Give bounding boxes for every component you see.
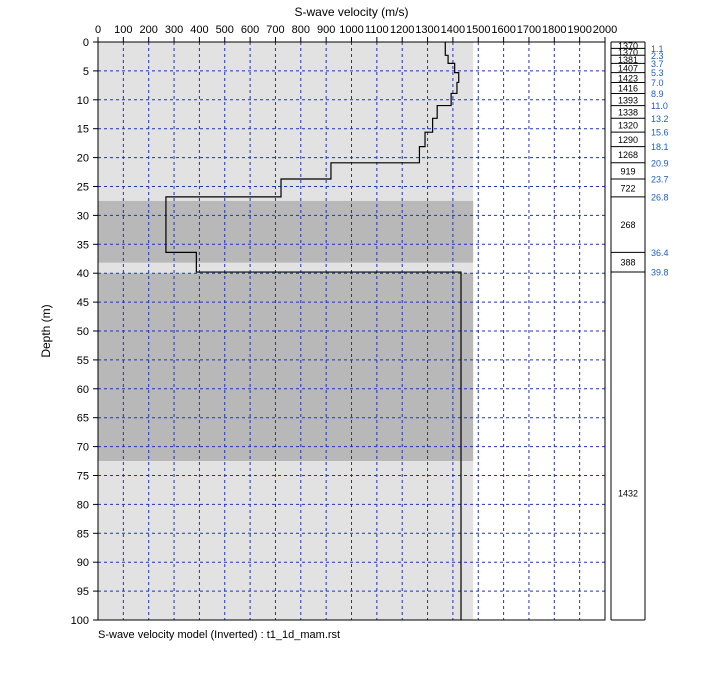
x-tick-label: 1800	[542, 24, 566, 36]
y-tick-label: 60	[77, 384, 89, 396]
x-tick-label: 1300	[415, 24, 439, 36]
y-tick-label: 95	[77, 586, 89, 598]
depth-annot: 8.9	[651, 89, 664, 99]
x-tick-label: 900	[317, 24, 335, 36]
velocity-annot: 1432	[618, 488, 638, 498]
x-tick-label: 300	[165, 24, 183, 36]
right-annotation-column: 1370137013811407142314161393133813201290…	[611, 41, 669, 620]
y-tick-label: 25	[77, 182, 89, 194]
y-tick-label: 45	[77, 297, 89, 309]
y-tick-label: 90	[77, 557, 89, 569]
y-tick-label: 75	[77, 471, 89, 483]
caption: S-wave velocity model (Inverted) : t1_1d…	[98, 629, 340, 641]
x-tick-label: 800	[292, 24, 310, 36]
y-tick-label: 100	[71, 615, 89, 627]
velocity-annot: 388	[620, 258, 635, 268]
x-tick-label: 1500	[466, 24, 490, 36]
y-tick-label: 55	[77, 355, 89, 367]
y-tick-label: 10	[77, 95, 89, 107]
x-tick-label: 200	[140, 24, 158, 36]
velocity-annot: 1320	[618, 121, 638, 131]
y-tick-label: 35	[77, 239, 89, 251]
x-tick-label: 2000	[593, 24, 617, 36]
depth-annot: 23.7	[651, 174, 669, 184]
depth-annot: 39.8	[651, 268, 669, 278]
depth-annot: 7.0	[651, 78, 664, 88]
y-tick-label: 80	[77, 499, 89, 511]
y-tick-label: 40	[77, 268, 89, 280]
y-axis-title: Depth (m)	[39, 304, 53, 357]
y-tick-label: 70	[77, 442, 89, 454]
depth-annot: 11.0	[651, 101, 668, 111]
x-tick-label: 0	[95, 24, 101, 36]
depth-annot: 18.1	[651, 142, 669, 152]
x-tick-label: 1100	[365, 24, 389, 36]
velocity-annot: 919	[620, 166, 635, 176]
x-tick-label: 1700	[517, 24, 541, 36]
y-ticks: 0 5 10 15 20 25 30 35 40 45 50 55 60 65 70 75 80 85 90 95 10…	[71, 37, 98, 627]
x-tick-label: 1600	[491, 24, 515, 36]
x-tick-label: 600	[241, 24, 259, 36]
velocity-annot: 1338	[618, 107, 638, 117]
y-tick-label: 20	[77, 153, 89, 165]
depth-annot: 26.8	[651, 192, 669, 202]
depth-annot: 5.3	[651, 68, 664, 78]
depth-annot: 15.6	[651, 128, 669, 138]
velocity-annot: 1290	[618, 135, 638, 145]
x-tick-label: 1000	[339, 24, 363, 36]
velocity-annot: 1423	[618, 73, 638, 83]
x-tick-label: 700	[266, 24, 284, 36]
velocity-model-chart: 0100200300400500600700800900100011001200…	[0, 0, 703, 675]
depth-annot: 13.2	[651, 114, 669, 124]
depth-annot: 36.4	[651, 248, 669, 258]
y-tick-label: 15	[77, 124, 89, 136]
velocity-annot: 268	[620, 220, 635, 230]
x-tick-label: 1200	[390, 24, 414, 36]
velocity-annot: 1268	[618, 150, 638, 160]
y-tick-label: 0	[83, 37, 89, 49]
velocity-annot: 1407	[618, 64, 638, 74]
velocity-annot: 722	[620, 184, 635, 194]
velocity-annot: 1416	[618, 84, 638, 94]
x-tick-label: 100	[114, 24, 132, 36]
x-tick-label: 500	[216, 24, 234, 36]
velocity-annot: 1393	[618, 95, 638, 105]
y-tick-label: 65	[77, 413, 89, 425]
y-tick-label: 85	[77, 528, 89, 540]
x-tick-label: 1900	[567, 24, 591, 36]
y-tick-label: 50	[77, 326, 89, 338]
x-tick-label: 1400	[441, 24, 465, 36]
x-ticks: 0 100 200 300 400 500 600 700 800 900 100011001200…	[95, 24, 617, 42]
x-axis-title: S-wave velocity (m/s)	[294, 5, 408, 19]
depth-annot: 20.9	[651, 158, 669, 168]
y-tick-label: 5	[83, 66, 89, 78]
y-tick-label: 30	[77, 210, 89, 222]
x-tick-label: 400	[190, 24, 208, 36]
